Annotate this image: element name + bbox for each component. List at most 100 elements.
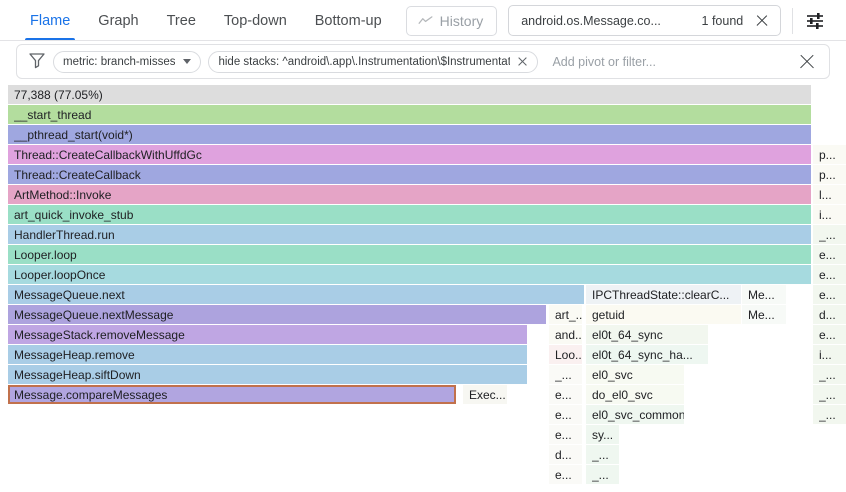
flame-frame[interactable]: Looper.loopOnce <box>8 265 811 284</box>
flame-frame[interactable]: e... <box>813 245 846 264</box>
flame-frame[interactable]: e... <box>813 285 846 304</box>
flame-frame[interactable]: IPCThreadState::clearC... <box>586 285 741 304</box>
flame-frame[interactable]: _... <box>586 465 619 484</box>
flame-frame[interactable]: MessageQueue.next <box>8 285 584 304</box>
filter-chip-hide-stacks[interactable]: hide stacks: ^android\.app\.Instrumentat… <box>208 50 539 73</box>
search-box[interactable]: android.os.Message.co... 1 found <box>508 5 782 36</box>
flame-frame[interactable]: e... <box>549 465 582 484</box>
flame-frame-label: sy... <box>592 427 614 442</box>
flame-frame-label: _... <box>819 367 836 382</box>
flame-frame[interactable]: Loo... <box>549 345 582 364</box>
flame-frame[interactable]: p... <box>813 145 846 164</box>
add-filter-input[interactable]: Add pivot or filter... <box>552 54 656 69</box>
tab-label: Top-down <box>223 12 287 29</box>
flame-frame-label: ArtMethod::Invoke <box>14 187 112 202</box>
tab-flame[interactable]: Flame <box>16 0 84 41</box>
flame-frame[interactable]: e... <box>549 405 582 424</box>
flame-frame[interactable]: and... <box>549 325 582 344</box>
flame-frame[interactable]: e... <box>813 325 846 344</box>
flame-frame[interactable]: art_quick_invoke_stub <box>8 205 811 224</box>
flame-frame-label: el0_svc <box>592 367 633 382</box>
chevron-down-icon[interactable] <box>183 59 192 64</box>
flame-frame-label: art_quick_invoke_stub <box>14 207 134 222</box>
flame-frame[interactable]: Me... <box>742 285 786 304</box>
filter-chip-metric[interactable]: metric: branch-misses <box>53 50 202 73</box>
flame-frame[interactable]: MessageHeap.remove <box>8 345 527 364</box>
flame-frame[interactable]: i... <box>813 345 846 364</box>
flame-frame-label: _... <box>819 387 836 402</box>
sliders-icon[interactable] <box>801 7 829 35</box>
flame-frame[interactable]: el0_svc <box>586 365 684 384</box>
history-button[interactable]: History <box>405 5 498 36</box>
flame-frame[interactable]: _... <box>813 225 846 244</box>
flame-frame[interactable]: __pthread_start(void*) <box>8 125 811 144</box>
flame-frame[interactable]: p... <box>813 165 846 184</box>
flame-frame[interactable]: d... <box>813 305 846 324</box>
flame-frame[interactable]: Message.compareMessages <box>8 385 456 404</box>
trend-line-icon <box>418 15 433 26</box>
flame-frame[interactable]: e... <box>813 265 846 284</box>
flame-frame[interactable]: HandlerThread.run <box>8 225 811 244</box>
flame-frame[interactable]: Me... <box>742 305 786 324</box>
tab-tree[interactable]: Tree <box>153 0 210 41</box>
tab-label: Flame <box>30 12 71 29</box>
flame-frame-label: i... <box>819 207 832 222</box>
flame-frame[interactable]: _... <box>586 445 619 464</box>
tab-top-down[interactable]: Top-down <box>210 0 301 41</box>
flame-frame-label: Exec... <box>469 387 506 402</box>
flame-frame-label: e... <box>555 427 572 442</box>
flame-frame-label: MessageQueue.next <box>14 287 125 302</box>
flame-frame[interactable]: MessageQueue.nextMessage <box>8 305 546 324</box>
flame-frame-label: Me... <box>748 307 775 322</box>
flame-frame-label: el0t_64_sync <box>592 327 663 342</box>
clear-all-icon[interactable] <box>795 50 819 74</box>
search-input[interactable]: android.os.Message.co... <box>521 13 661 28</box>
flame-frame-label: Loo... <box>555 347 582 362</box>
flame-frame[interactable]: Thread::CreateCallback <box>8 165 811 184</box>
flame-frame[interactable]: Exec... <box>463 385 507 404</box>
flame-frame[interactable]: Looper.loop <box>8 245 811 264</box>
flame-frame[interactable]: el0_svc_common <box>586 405 684 424</box>
flame-frame[interactable]: _... <box>813 405 846 424</box>
filter-funnel-icon <box>27 50 53 73</box>
filter-chip-label: hide stacks: ^android\.app\.Instrumentat… <box>218 55 511 68</box>
flame-frame[interactable]: e... <box>549 425 582 444</box>
flame-frame[interactable]: _... <box>813 385 846 404</box>
flame-frame[interactable]: sy... <box>586 425 619 444</box>
flame-frame[interactable]: el0t_64_sync <box>586 325 708 344</box>
tab-bottom-up[interactable]: Bottom-up <box>301 0 396 41</box>
flame-frame[interactable]: 77,388 (77.05%) <box>8 85 811 104</box>
flame-frame-label: el0_svc_common <box>592 407 684 422</box>
flame-frame-label: e... <box>819 267 836 282</box>
tab-graph[interactable]: Graph <box>84 0 152 41</box>
flame-frame[interactable]: Thread::CreateCallbackWithUffdGc <box>8 145 811 164</box>
flame-frame[interactable]: i... <box>813 205 846 224</box>
flame-frame-label: MessageQueue.nextMessage <box>14 307 174 322</box>
flame-frame[interactable]: _... <box>549 365 582 384</box>
flame-frame[interactable]: __start_thread <box>8 105 811 124</box>
close-icon[interactable] <box>753 12 771 30</box>
flame-frame[interactable]: el0t_64_sync_ha... <box>586 345 708 364</box>
flame-frame-label: Me... <box>748 287 775 302</box>
flame-frame-label: d... <box>819 307 836 322</box>
flame-frame-label: MessageStack.removeMessage <box>14 327 185 342</box>
flame-frame[interactable]: d... <box>549 445 582 464</box>
close-icon[interactable] <box>517 56 528 67</box>
flame-frame[interactable]: ArtMethod::Invoke <box>8 185 811 204</box>
flame-frame-label: el0t_64_sync_ha... <box>592 347 693 362</box>
flame-frame[interactable]: MessageStack.removeMessage <box>8 325 527 344</box>
flame-frame[interactable]: e... <box>549 385 582 404</box>
history-label: History <box>439 12 484 29</box>
flame-frame-label: _... <box>592 447 609 462</box>
flame-frame[interactable]: art_... <box>549 305 582 324</box>
flame-frame[interactable]: do_el0_svc <box>586 385 684 404</box>
filter-chip-label: metric: branch-misses <box>63 55 176 68</box>
flame-frame[interactable]: _... <box>813 365 846 384</box>
flame-frame[interactable]: MessageHeap.siftDown <box>8 365 527 384</box>
flame-frame-label: _... <box>592 467 609 482</box>
flame-frame[interactable]: l... <box>813 185 846 204</box>
flame-frame-label: i... <box>819 347 832 362</box>
flame-frame-label: Looper.loop <box>14 247 77 262</box>
flame-frame-label: e... <box>819 327 836 342</box>
flame-frame[interactable]: getuid <box>586 305 741 324</box>
